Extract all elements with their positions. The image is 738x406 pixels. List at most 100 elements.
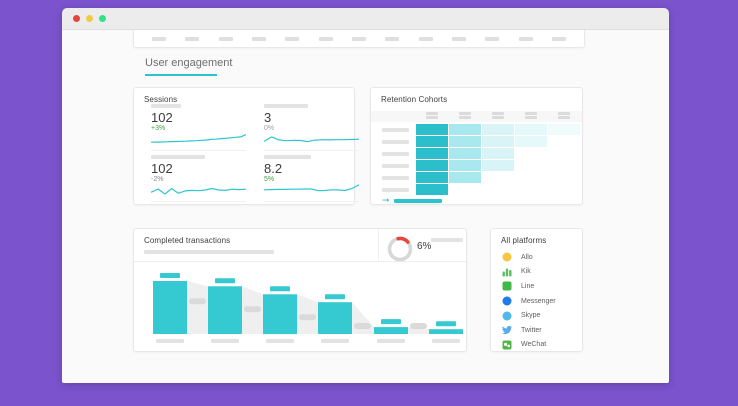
cohort-row bbox=[382, 172, 581, 183]
platform-item-line[interactable]: Line bbox=[491, 279, 582, 294]
cohort-cell[interactable] bbox=[416, 148, 448, 159]
cohort-row bbox=[382, 160, 581, 171]
metric-tile[interactable]: 8.2 5% bbox=[263, 154, 360, 202]
metric-tile[interactable]: 102 +3% bbox=[150, 103, 247, 151]
minimize-button[interactable] bbox=[86, 15, 93, 22]
metric-tile[interactable]: 102 -2% bbox=[150, 154, 247, 202]
cohort-cell[interactable] bbox=[515, 136, 547, 147]
bar-value-placeholder bbox=[160, 273, 180, 278]
bar-value-placeholder bbox=[215, 278, 235, 284]
donut-chart bbox=[387, 236, 413, 262]
funnel-bar[interactable] bbox=[318, 302, 352, 334]
sparkline-chart bbox=[150, 134, 247, 143]
sessions-card[interactable]: Sessions 102 +3% 3 0% 102 -2% 8.2 5% bbox=[133, 87, 360, 205]
cohort-cell[interactable] bbox=[416, 124, 448, 135]
column-header-placeholder bbox=[426, 112, 438, 120]
header-divider bbox=[378, 229, 379, 262]
all-platforms-card: All platforms Allo Kik Line Messenger Skype T… bbox=[490, 228, 583, 352]
donut-percent-label: 6% bbox=[417, 241, 432, 252]
funnel-chart bbox=[153, 273, 463, 343]
sparkline-chart bbox=[263, 184, 360, 192]
bar-label-placeholder bbox=[321, 339, 349, 343]
row-label-placeholder bbox=[382, 163, 409, 168]
header-dash bbox=[558, 116, 570, 119]
metric-delta: +3% bbox=[151, 125, 166, 132]
metric-label-placeholder bbox=[264, 104, 308, 108]
cohort-cell[interactable] bbox=[482, 148, 514, 159]
cohort-cell[interactable] bbox=[449, 124, 481, 135]
funnel-bar[interactable] bbox=[429, 329, 463, 334]
cohort-row bbox=[382, 184, 581, 195]
cohort-cell[interactable] bbox=[449, 172, 481, 183]
top-strip-dashes bbox=[152, 37, 566, 41]
funnel-bar[interactable] bbox=[208, 286, 242, 334]
window-titlebar bbox=[62, 8, 669, 30]
twitter-icon bbox=[502, 326, 512, 335]
funnel-bar[interactable] bbox=[374, 327, 408, 334]
cohort-cell[interactable] bbox=[416, 172, 448, 183]
cohort-cell[interactable] bbox=[548, 124, 580, 135]
cohorts-card-title: Retention Cohorts bbox=[381, 95, 448, 104]
cohort-cell[interactable] bbox=[449, 160, 481, 171]
header-dash bbox=[426, 116, 438, 119]
row-label-placeholder bbox=[382, 187, 409, 192]
sessions-metrics: 102 +3% 3 0% 102 -2% 8.2 5% bbox=[150, 103, 360, 202]
sparkline-chart bbox=[150, 187, 247, 195]
messenger-icon bbox=[502, 296, 512, 306]
platform-label: Line bbox=[521, 282, 535, 290]
cohort-cell[interactable] bbox=[416, 160, 448, 171]
cohort-cell[interactable] bbox=[449, 136, 481, 147]
bar-value-placeholder bbox=[270, 286, 290, 292]
browser-window: User engagement Sessions 102 +3% 3 0% 102 -2%… bbox=[62, 8, 669, 383]
top-summary-strip bbox=[133, 30, 585, 48]
cohort-cell[interactable] bbox=[416, 184, 448, 195]
platforms-card-title: All platforms bbox=[501, 236, 547, 245]
placeholder-dash bbox=[218, 37, 233, 41]
platform-item-twitter[interactable]: Twitter bbox=[491, 323, 582, 338]
retention-cohorts-card[interactable]: Retention Cohorts ➞ bbox=[370, 87, 583, 205]
platform-label: Kik bbox=[521, 268, 531, 276]
bar-label-placeholder bbox=[211, 339, 239, 343]
placeholder-dash bbox=[418, 37, 433, 41]
funnel-bar[interactable] bbox=[263, 294, 297, 335]
cohort-cell[interactable] bbox=[482, 160, 514, 171]
platform-item-messenger[interactable]: Messenger bbox=[491, 294, 582, 309]
bar-value-placeholder bbox=[436, 321, 456, 327]
placeholder-dash bbox=[318, 37, 333, 41]
metric-tile[interactable]: 3 0% bbox=[263, 103, 360, 151]
close-button[interactable] bbox=[73, 15, 80, 22]
platform-item-allo[interactable]: Allo bbox=[491, 250, 582, 265]
zoom-button[interactable] bbox=[99, 15, 106, 22]
row-label-placeholder bbox=[382, 175, 409, 180]
completed-transactions-card[interactable]: Completed transactions 6% bbox=[133, 228, 467, 352]
metric-value: 3 bbox=[264, 110, 272, 125]
platform-label: Twitter bbox=[521, 326, 542, 334]
funnel-bar[interactable] bbox=[153, 281, 187, 334]
page-title: User engagement bbox=[145, 57, 233, 69]
platform-label: WeChat bbox=[521, 341, 547, 349]
placeholder-dash bbox=[385, 37, 400, 41]
placeholder-dash bbox=[251, 37, 266, 41]
funnel-connector-icon bbox=[244, 306, 261, 313]
cohort-cell[interactable] bbox=[449, 148, 481, 159]
platform-label: Messenger bbox=[521, 297, 556, 305]
placeholder-dash bbox=[152, 37, 166, 41]
transactions-card-title: Completed transactions bbox=[144, 236, 231, 245]
cohort-cell[interactable] bbox=[515, 124, 547, 135]
header-dash bbox=[525, 116, 537, 119]
platform-item-kik[interactable]: Kik bbox=[491, 265, 582, 280]
placeholder-dash bbox=[451, 37, 466, 41]
skype-icon bbox=[502, 311, 512, 321]
metric-label-placeholder bbox=[151, 155, 205, 159]
bar-label-placeholder bbox=[156, 339, 184, 343]
cohort-cell[interactable] bbox=[416, 136, 448, 147]
page-title-underline bbox=[145, 74, 217, 76]
allo-icon bbox=[502, 252, 512, 262]
platform-item-wechat[interactable]: WeChat bbox=[491, 338, 582, 353]
platform-item-skype[interactable]: Skype bbox=[491, 308, 582, 323]
row-label-placeholder bbox=[382, 127, 409, 132]
cohort-cell[interactable] bbox=[482, 136, 514, 147]
cohort-row bbox=[382, 148, 581, 159]
cohort-cell[interactable] bbox=[482, 124, 514, 135]
